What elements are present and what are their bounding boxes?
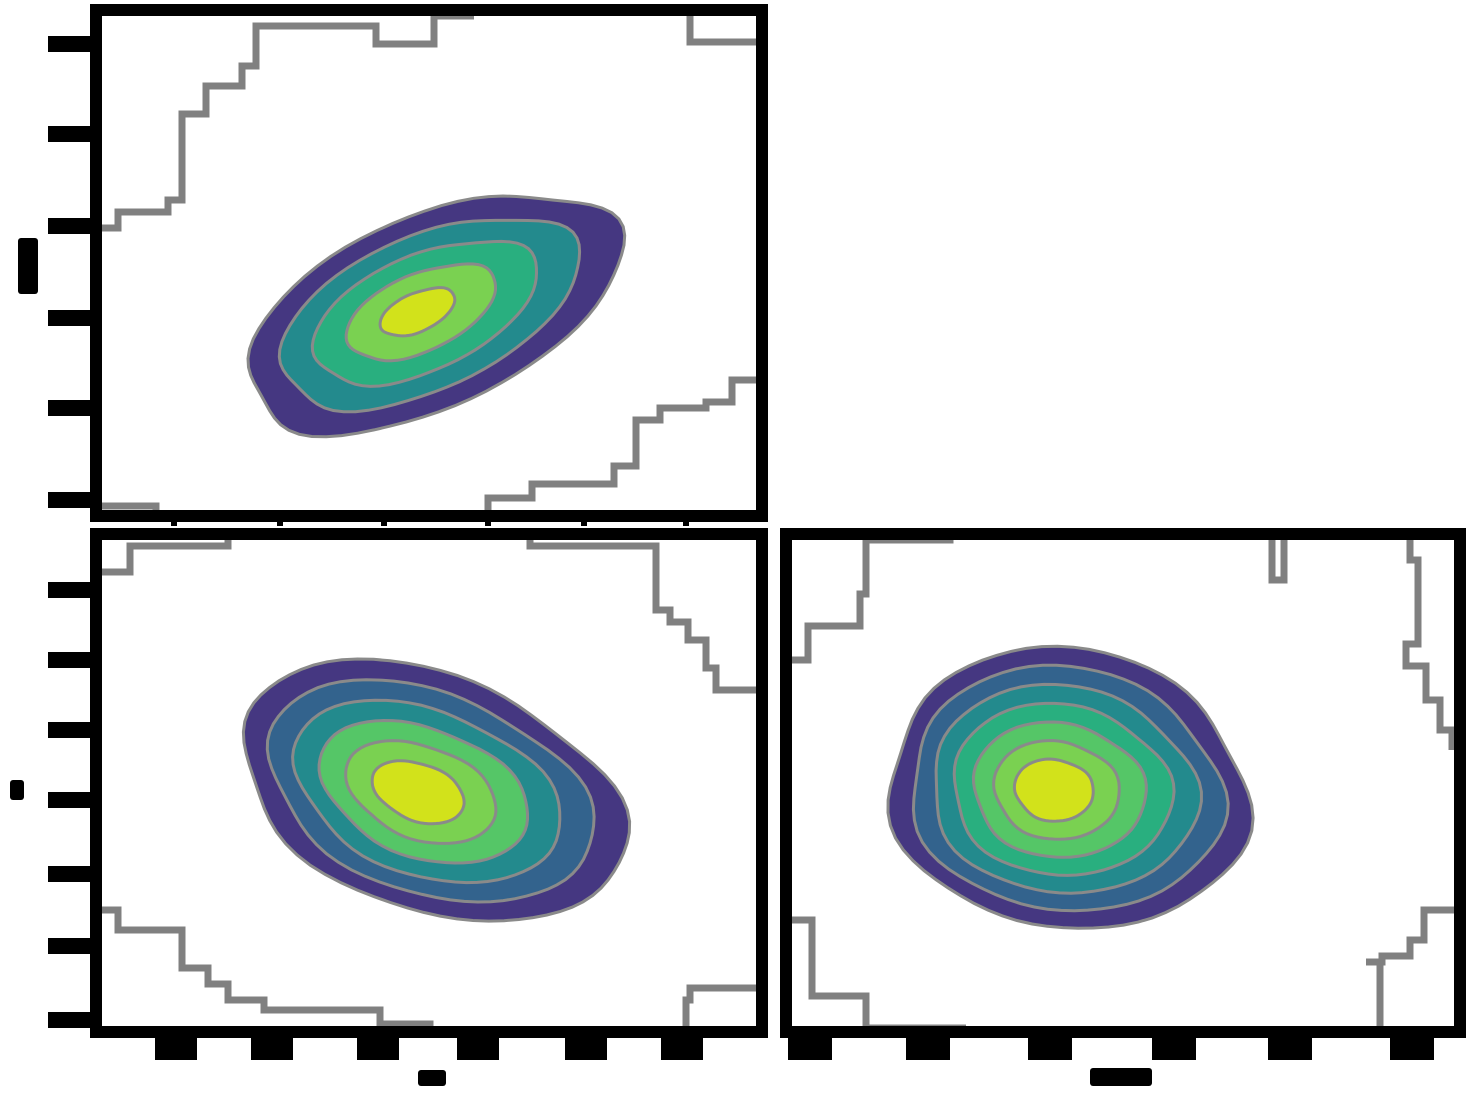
label-mark-3 bbox=[1090, 1068, 1152, 1086]
label-mark-2 bbox=[418, 1070, 446, 1086]
step-trace-bottom-left-2 bbox=[98, 906, 434, 1032]
panel-top-left bbox=[48, 4, 768, 526]
axis-label-marks bbox=[10, 238, 1152, 1086]
step-trace-top-left-0 bbox=[100, 12, 474, 232]
step-trace-bottom-left-1 bbox=[526, 534, 762, 694]
contour-level-bottom-right-7 bbox=[1012, 757, 1095, 823]
step-trace-bottom-right-3 bbox=[790, 916, 966, 1032]
step-trace-bottom-right-2 bbox=[1402, 536, 1456, 750]
plot-area-top-left bbox=[100, 12, 762, 516]
step-trace-bottom-left-0 bbox=[100, 534, 232, 576]
step-trace-bottom-right-5 bbox=[1366, 906, 1460, 966]
axes-frame-top-left bbox=[90, 4, 768, 522]
plot-area-bottom-right bbox=[790, 534, 1460, 1032]
step-trace-top-left-3 bbox=[484, 376, 762, 516]
label-mark-0 bbox=[18, 238, 38, 294]
axes-frame-bottom-left bbox=[90, 528, 768, 1038]
label-mark-1 bbox=[10, 780, 24, 800]
step-trace-bottom-right-1 bbox=[1268, 540, 1288, 584]
panel-bottom-right bbox=[780, 528, 1466, 1060]
step-trace-bottom-right-0 bbox=[790, 534, 954, 664]
panel-bottom-left bbox=[48, 528, 768, 1060]
contour-level-bottom-left-6 bbox=[370, 759, 466, 826]
contour-level-top-left-5 bbox=[378, 286, 457, 338]
step-trace-top-left-1 bbox=[686, 16, 762, 46]
step-trace-bottom-left-3 bbox=[682, 984, 762, 1032]
plot-area-bottom-left bbox=[98, 534, 762, 1032]
axes-frame-bottom-right bbox=[780, 528, 1466, 1038]
